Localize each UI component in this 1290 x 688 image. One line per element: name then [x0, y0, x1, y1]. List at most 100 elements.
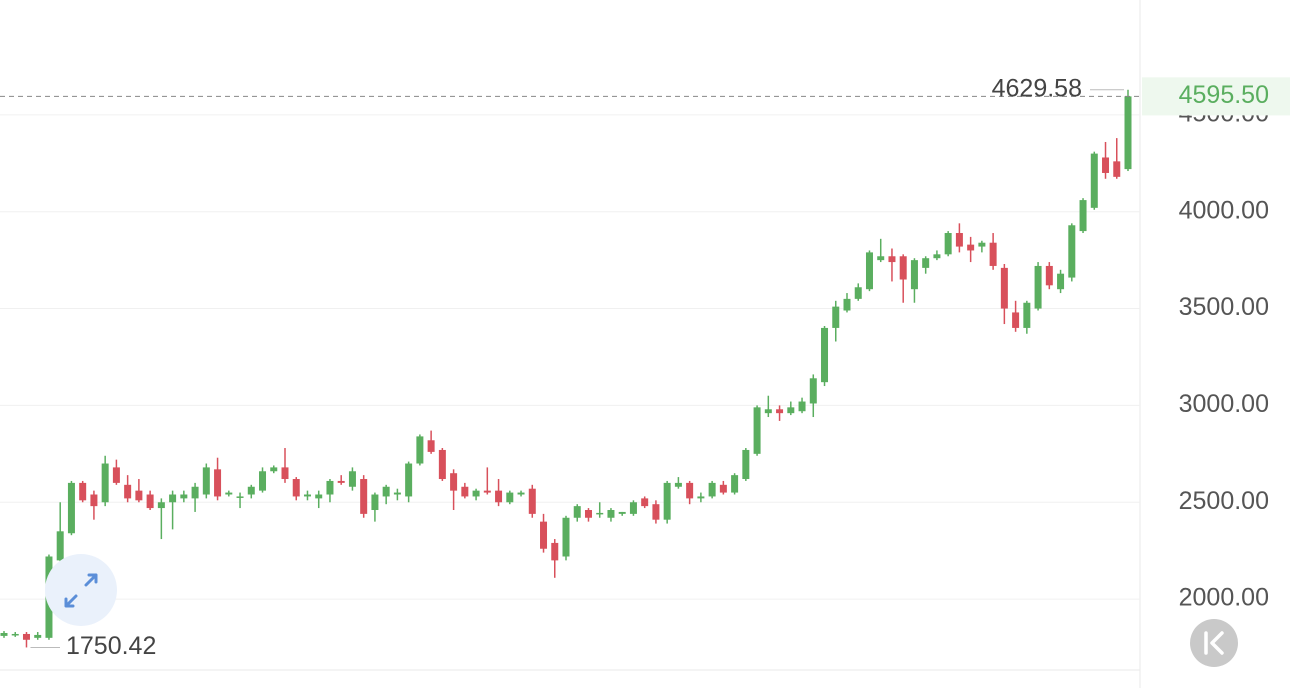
candle-body	[517, 492, 525, 495]
expand-button-bg[interactable]	[45, 554, 117, 626]
candle-body	[146, 494, 154, 509]
candle-body	[618, 511, 626, 514]
candle-body	[112, 467, 120, 483]
plot: 2000.002500.003000.003500.004000.004500.…	[0, 74, 1290, 660]
reset-button[interactable]	[1190, 619, 1238, 667]
expand-icon[interactable]	[64, 573, 98, 608]
candle-body	[1034, 265, 1042, 309]
candle-body	[0, 633, 8, 636]
candle-body	[438, 449, 446, 480]
candle-body	[101, 463, 109, 503]
candle-body	[1023, 302, 1031, 328]
candle-body	[315, 494, 323, 499]
candle-body	[281, 467, 289, 480]
candle-body	[169, 494, 177, 503]
y-tick-label: 3500.00	[1179, 293, 1269, 321]
candle-body	[1057, 273, 1065, 290]
candle-body	[955, 233, 963, 247]
candle-body	[472, 490, 480, 497]
candle-body	[360, 479, 368, 514]
candle-body	[303, 494, 311, 497]
candle-body	[1113, 161, 1121, 177]
candle-body	[731, 475, 739, 493]
candle-body	[135, 490, 143, 501]
candle-body	[821, 327, 829, 383]
high-label: 4629.58	[992, 74, 1082, 102]
candle-body	[1045, 265, 1053, 286]
candle-body	[1079, 200, 1087, 232]
candle-body	[686, 482, 694, 499]
candle-body	[247, 486, 255, 495]
candle-body	[90, 494, 98, 507]
candle-body	[506, 492, 514, 503]
candle-body	[944, 233, 952, 255]
candle-body	[259, 471, 267, 491]
candle-body	[607, 510, 615, 518]
candle-body	[674, 482, 682, 487]
candle-body	[584, 510, 592, 518]
candle-body	[652, 504, 660, 520]
candle-body	[191, 486, 199, 499]
last-price-bg	[1142, 77, 1290, 116]
candle-body	[899, 256, 907, 280]
candle-body	[967, 244, 975, 251]
candle-body	[180, 494, 188, 499]
candle-body	[596, 512, 604, 515]
y-tick-label: 2000.00	[1179, 584, 1269, 612]
candle-body	[34, 634, 42, 638]
candle-body	[663, 482, 671, 520]
candle-body	[865, 252, 873, 290]
candle-body	[225, 492, 233, 495]
candle-body	[56, 531, 64, 561]
expand-button[interactable]	[45, 554, 117, 626]
candle-body	[22, 633, 30, 640]
candle-body	[742, 449, 750, 480]
candle-body	[393, 492, 401, 495]
candle-body	[337, 480, 345, 483]
candle-body	[719, 484, 727, 493]
candle-body	[326, 480, 334, 495]
candle-body	[910, 260, 918, 290]
candle-body	[292, 479, 300, 497]
candle-body	[214, 469, 222, 497]
candle-body	[708, 482, 716, 497]
candle-body	[236, 496, 244, 498]
y-tick-label: 2500.00	[1179, 487, 1269, 515]
candle-body	[79, 482, 87, 501]
candle-body	[270, 467, 278, 472]
candle-body	[989, 242, 997, 266]
candle-body	[764, 409, 772, 414]
candle-body	[1000, 267, 1008, 309]
candle-body	[697, 496, 705, 499]
candle-body	[978, 242, 986, 247]
y-tick-label: 3000.00	[1179, 390, 1269, 418]
candle-body	[528, 488, 536, 514]
low-label: 1750.42	[66, 632, 156, 660]
candle-body	[461, 486, 469, 497]
reset-icon[interactable]	[1204, 631, 1224, 655]
candle-body	[629, 502, 637, 514]
candle-body	[495, 490, 503, 503]
candle-body	[809, 378, 817, 404]
candle-body	[1068, 225, 1076, 278]
candle-body	[573, 506, 581, 518]
candle-body	[551, 542, 559, 561]
candle-body	[1102, 157, 1110, 173]
candle-body	[641, 498, 649, 507]
candle-body	[1090, 153, 1098, 208]
candle-body	[427, 440, 435, 452]
candle-body	[202, 467, 210, 495]
candle-body	[382, 486, 390, 497]
candle-body	[67, 482, 75, 534]
candle-body	[1124, 96, 1132, 170]
candle-body	[562, 517, 570, 557]
candle-body	[798, 401, 806, 412]
candle-body	[787, 407, 795, 414]
candle-body	[157, 502, 165, 509]
y-tick-label: 4000.00	[1179, 196, 1269, 224]
candle-body	[405, 463, 413, 497]
candle-body	[854, 287, 862, 299]
candle-body	[888, 256, 896, 263]
